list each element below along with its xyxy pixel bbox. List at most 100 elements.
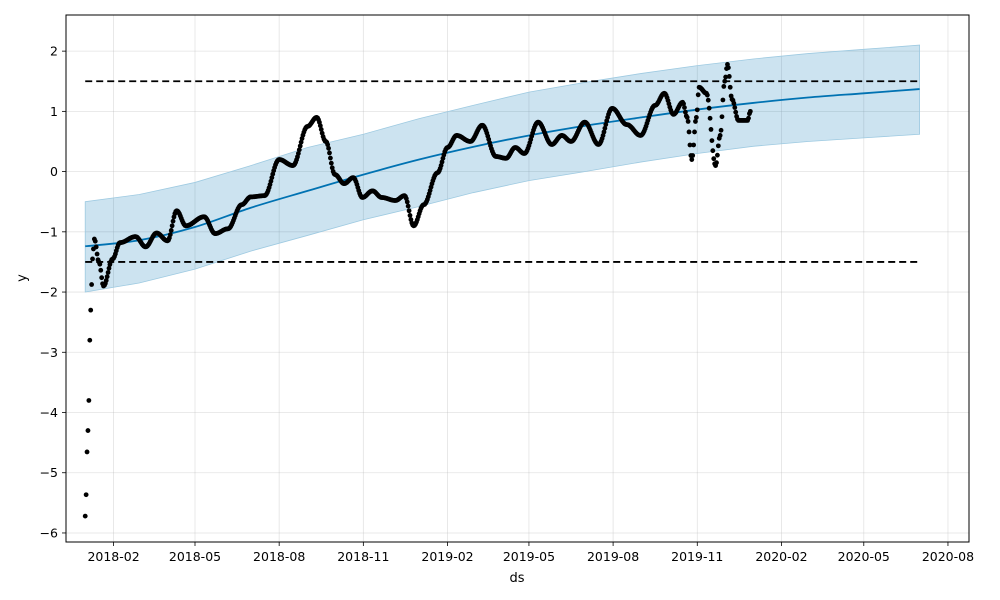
observed-point xyxy=(103,278,109,283)
y-axis-ticks: 2 1 0 −1 −2 −3 −4 −5 −6 xyxy=(40,44,66,540)
observed-point xyxy=(602,125,608,131)
observed-point xyxy=(719,114,725,120)
cap-lines xyxy=(85,80,920,263)
y-tick-label: −6 xyxy=(40,525,58,540)
x-tick-label: 2018-02 xyxy=(87,549,139,564)
observed-point xyxy=(297,143,303,149)
observed-point xyxy=(328,155,333,161)
observed-point xyxy=(407,212,413,218)
grid xyxy=(66,15,969,542)
observed-point xyxy=(85,428,91,433)
observed-point xyxy=(329,165,335,171)
observed-point xyxy=(295,151,301,156)
observed-point xyxy=(104,274,110,280)
x-tick-label: 2018-11 xyxy=(337,549,389,564)
observed-point xyxy=(89,282,95,287)
observed-point xyxy=(710,148,716,154)
observed-point xyxy=(691,142,697,148)
observed-point xyxy=(727,84,733,90)
observed-point xyxy=(687,142,693,148)
x-tick-label: 2019-02 xyxy=(421,549,473,564)
observed-point xyxy=(721,84,727,89)
x-axis-label: ds xyxy=(509,571,524,586)
observed-point xyxy=(406,208,412,214)
observed-point xyxy=(686,129,692,135)
observed-point xyxy=(405,203,411,209)
observed-point xyxy=(98,267,104,273)
forecast-line xyxy=(85,88,920,248)
observed-point xyxy=(709,138,715,144)
observed-point xyxy=(720,97,726,103)
observed-point xyxy=(404,199,410,205)
observed-point xyxy=(603,122,609,127)
x-tick-label: 2018-05 xyxy=(169,549,221,564)
observed-point xyxy=(695,92,701,98)
y-tick-label: −1 xyxy=(40,224,58,239)
observed-point xyxy=(707,115,713,121)
observed-point xyxy=(708,127,714,132)
y-tick-label: 0 xyxy=(50,164,58,179)
y-tick-label: −3 xyxy=(40,345,58,360)
observed-point xyxy=(685,119,691,124)
observed-point xyxy=(167,232,173,238)
observed-point xyxy=(106,265,112,271)
observed-point xyxy=(88,307,94,313)
observed-point xyxy=(690,153,696,158)
observed-point xyxy=(715,152,720,158)
observed-point xyxy=(715,143,721,149)
observed-point xyxy=(168,228,174,233)
observed-point xyxy=(318,127,324,132)
observed-point xyxy=(694,107,700,113)
observed-point xyxy=(87,337,93,343)
observed-point xyxy=(725,65,731,71)
plot-frame xyxy=(65,14,970,543)
observed-point xyxy=(706,105,712,111)
observed-point xyxy=(296,147,302,153)
observed-point xyxy=(723,74,729,80)
observed-point xyxy=(83,492,89,498)
forecast-line-group xyxy=(85,88,920,248)
observed-point xyxy=(682,109,688,115)
y-tick-label: 1 xyxy=(50,104,58,119)
y-tick-label: −2 xyxy=(40,285,58,300)
observed-point xyxy=(170,218,176,224)
observed-point xyxy=(704,92,710,98)
y-tick-label: 2 xyxy=(50,44,58,59)
observed-point xyxy=(693,114,699,120)
observed-point xyxy=(601,129,607,135)
observed-point xyxy=(682,105,687,110)
observed-point xyxy=(328,160,334,166)
y-axis-label: y xyxy=(15,274,30,282)
x-tick-label: 2019-05 xyxy=(503,549,555,564)
observed-point xyxy=(99,275,105,281)
observed-points xyxy=(82,61,753,519)
observed-point xyxy=(681,101,686,107)
observed-point xyxy=(689,157,695,162)
observed-point xyxy=(732,105,738,110)
observed-point xyxy=(325,142,331,148)
observed-point xyxy=(711,156,717,162)
observed-point xyxy=(97,261,103,267)
x-axis-ticks: 2018-02 2018-05 2018-08 2018-11 2019-02 2019-… xyxy=(87,542,974,564)
observed-point xyxy=(733,109,739,115)
x-tick-label: 2019-08 xyxy=(587,549,639,564)
observed-point xyxy=(439,159,445,165)
observed-point xyxy=(93,244,99,250)
observed-point xyxy=(90,256,95,262)
observed-point xyxy=(92,238,98,244)
observed-point xyxy=(326,145,331,151)
observed-point xyxy=(86,398,92,403)
observed-point xyxy=(726,74,732,79)
observed-point xyxy=(684,114,690,120)
observed-point xyxy=(693,119,698,124)
observed-point xyxy=(327,150,332,156)
x-tick-label: 2020-08 xyxy=(922,549,974,564)
observed-point xyxy=(714,160,719,166)
observed-point xyxy=(317,123,323,129)
observed-point xyxy=(746,115,751,121)
observed-point xyxy=(94,251,100,257)
x-tick-label: 2020-02 xyxy=(755,549,807,564)
observed-point xyxy=(84,449,90,455)
